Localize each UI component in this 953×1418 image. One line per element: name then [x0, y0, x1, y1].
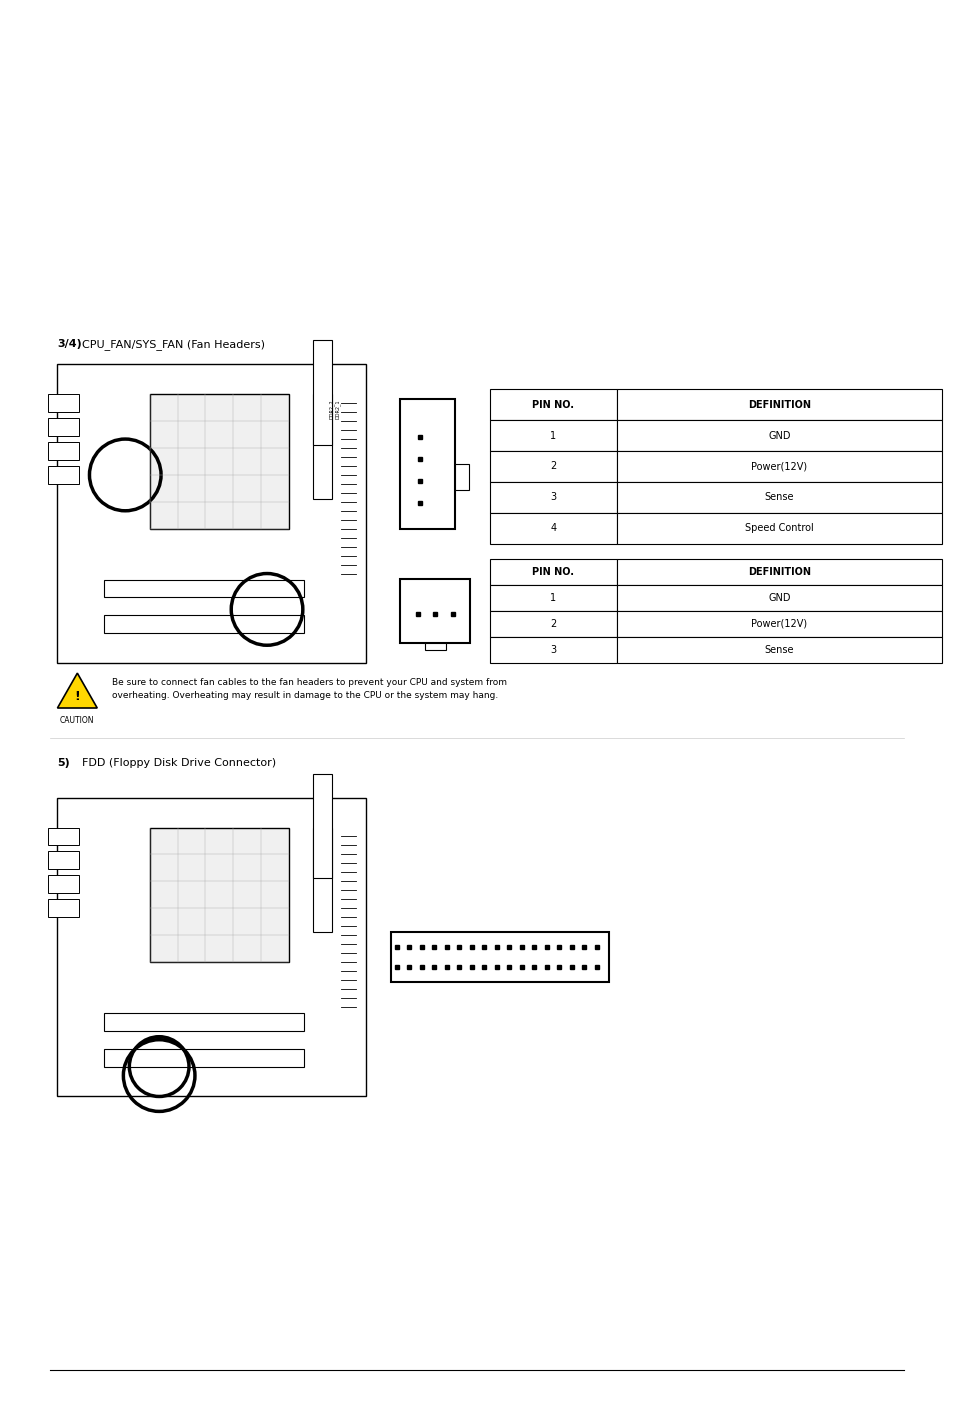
Text: 3/4): 3/4)	[57, 339, 82, 349]
Text: 1: 1	[550, 593, 556, 603]
Text: PIN NO.: PIN NO.	[532, 567, 574, 577]
FancyBboxPatch shape	[490, 637, 616, 664]
Text: PIN NO.: PIN NO.	[532, 400, 574, 410]
Text: 2: 2	[550, 620, 556, 630]
FancyBboxPatch shape	[616, 559, 942, 584]
Text: 5): 5)	[57, 757, 71, 767]
FancyBboxPatch shape	[49, 394, 79, 413]
FancyBboxPatch shape	[616, 584, 942, 611]
FancyBboxPatch shape	[616, 482, 942, 513]
FancyBboxPatch shape	[490, 390, 616, 420]
FancyBboxPatch shape	[616, 611, 942, 637]
Text: 2: 2	[550, 461, 556, 471]
FancyBboxPatch shape	[313, 828, 332, 932]
FancyBboxPatch shape	[490, 451, 616, 482]
FancyBboxPatch shape	[490, 584, 616, 611]
Text: 4: 4	[550, 523, 556, 533]
FancyBboxPatch shape	[49, 875, 79, 893]
Text: Power(12V): Power(12V)	[751, 461, 806, 471]
Text: DDR2_2
DDR2_1: DDR2_2 DDR2_1	[329, 400, 340, 418]
Text: 3: 3	[550, 492, 556, 502]
Text: Be sure to connect fan cables to the fan headers to prevent your CPU and system : Be sure to connect fan cables to the fan…	[112, 678, 507, 699]
FancyBboxPatch shape	[616, 451, 942, 482]
FancyBboxPatch shape	[49, 899, 79, 917]
FancyBboxPatch shape	[424, 644, 445, 649]
FancyBboxPatch shape	[490, 513, 616, 543]
Text: FDD (Floppy Disk Drive Connector): FDD (Floppy Disk Drive Connector)	[82, 757, 276, 767]
Text: Sense: Sense	[764, 645, 793, 655]
FancyBboxPatch shape	[616, 637, 942, 664]
Text: Speed Control: Speed Control	[744, 523, 813, 533]
FancyBboxPatch shape	[49, 828, 79, 845]
Text: 1: 1	[550, 431, 556, 441]
FancyBboxPatch shape	[390, 932, 609, 981]
Text: GND: GND	[767, 431, 790, 441]
FancyBboxPatch shape	[104, 580, 304, 597]
FancyBboxPatch shape	[49, 467, 79, 484]
FancyBboxPatch shape	[616, 420, 942, 451]
FancyBboxPatch shape	[49, 418, 79, 437]
Text: !: !	[74, 689, 80, 702]
FancyBboxPatch shape	[490, 482, 616, 513]
FancyBboxPatch shape	[313, 774, 332, 878]
Text: CAUTION: CAUTION	[60, 716, 94, 725]
FancyBboxPatch shape	[400, 579, 470, 644]
Text: Power(12V): Power(12V)	[751, 620, 806, 630]
Polygon shape	[57, 674, 97, 708]
FancyBboxPatch shape	[490, 611, 616, 637]
FancyBboxPatch shape	[49, 442, 79, 459]
FancyBboxPatch shape	[104, 615, 304, 634]
FancyBboxPatch shape	[313, 340, 332, 445]
FancyBboxPatch shape	[150, 828, 289, 961]
FancyBboxPatch shape	[104, 1012, 304, 1031]
FancyBboxPatch shape	[313, 394, 332, 499]
FancyBboxPatch shape	[150, 394, 289, 529]
FancyBboxPatch shape	[57, 364, 365, 664]
FancyBboxPatch shape	[400, 400, 455, 529]
Text: DEFINITION: DEFINITION	[747, 400, 810, 410]
Text: 3: 3	[550, 645, 556, 655]
FancyBboxPatch shape	[49, 851, 79, 869]
Text: Sense: Sense	[764, 492, 793, 502]
FancyBboxPatch shape	[104, 1049, 304, 1066]
FancyBboxPatch shape	[490, 559, 616, 584]
FancyBboxPatch shape	[455, 464, 468, 489]
Text: DEFINITION: DEFINITION	[747, 567, 810, 577]
Text: GND: GND	[767, 593, 790, 603]
FancyBboxPatch shape	[616, 390, 942, 420]
Text: CPU_FAN/SYS_FAN (Fan Headers): CPU_FAN/SYS_FAN (Fan Headers)	[82, 339, 265, 350]
FancyBboxPatch shape	[490, 420, 616, 451]
FancyBboxPatch shape	[616, 513, 942, 543]
FancyBboxPatch shape	[57, 798, 365, 1096]
